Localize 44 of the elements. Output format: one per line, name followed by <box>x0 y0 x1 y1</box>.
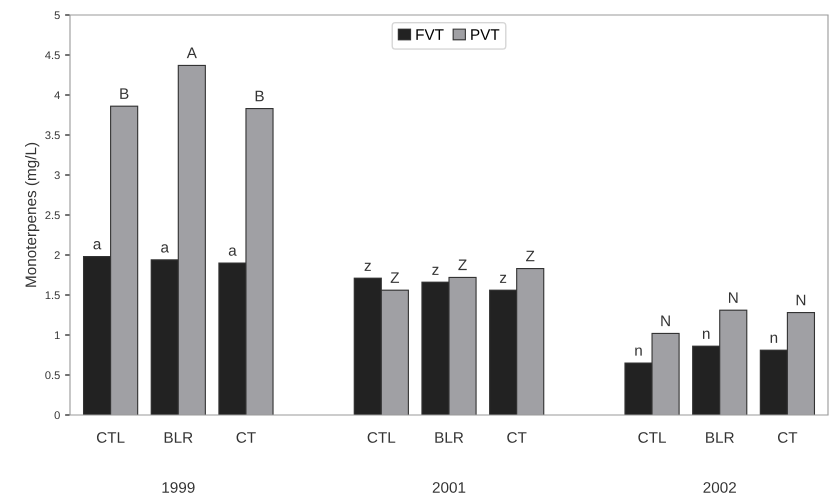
data-label: a <box>161 244 169 253</box>
text: 2001 <box>432 482 466 493</box>
data-label: n <box>702 330 710 339</box>
data-label: N <box>661 316 670 326</box>
x-tick-label: CT <box>507 432 527 443</box>
data-label: z <box>364 262 371 271</box>
data-label: z <box>432 266 439 275</box>
y-tick-label: 1.5 <box>46 291 60 300</box>
data-label: a <box>228 247 237 256</box>
x-tick-label: BLR <box>435 432 464 443</box>
data-label: B <box>256 90 264 102</box>
legend-label: PVT <box>471 29 500 40</box>
x-tick-label: BLR <box>164 432 192 443</box>
y-tick-label: 0 <box>54 411 60 420</box>
x-tick-label: CTL <box>368 432 396 443</box>
data-label: n <box>770 334 778 343</box>
y-tick-label: 1 <box>54 331 60 340</box>
data-label: B <box>120 88 128 99</box>
y-tick-label: 0.5 <box>45 371 60 380</box>
x-tick-label: BLR <box>706 432 734 443</box>
text: 1999 <box>162 482 195 493</box>
x-tick-label: CTL <box>96 432 125 443</box>
legend-label: FVT <box>416 29 444 40</box>
data-label: z <box>500 274 506 283</box>
x-tick-label: CT <box>236 432 256 443</box>
x-tick-label: CT <box>778 432 798 443</box>
y-tick-label: 4 <box>54 91 60 100</box>
y-tick-label: 5 <box>54 11 60 20</box>
data-label: a <box>93 241 102 250</box>
y-axis-title: Monoterpenes (mg/L) <box>25 142 40 287</box>
data-label: Z <box>526 250 534 262</box>
data-label: N <box>796 294 806 306</box>
data-label: A <box>186 48 197 58</box>
y-tick-label: 3 <box>54 171 60 180</box>
data-label: Z <box>390 272 400 283</box>
y-tick-label: 2.5 <box>45 211 60 220</box>
y-tick-label: 4.5 <box>45 51 60 60</box>
x-tick-label: CTL <box>638 432 666 443</box>
y-tick-label: 3.5 <box>45 131 60 140</box>
data-label: Z <box>458 260 467 270</box>
text: 2002 <box>703 482 736 493</box>
y-tick-label: 2 <box>54 251 60 260</box>
data-label: n <box>635 347 642 356</box>
data-label: N <box>728 292 738 303</box>
